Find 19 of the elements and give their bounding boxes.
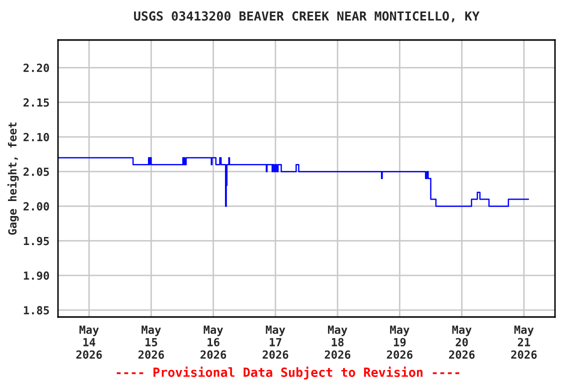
y-tick-label: 1.90: [24, 271, 49, 280]
x-tick-label: May 17 2026: [262, 326, 288, 359]
y-tick-label: 2.00: [24, 202, 49, 211]
y-tick-label: 2.10: [24, 132, 49, 142]
x-tick-label: May 20 2026: [449, 326, 475, 359]
y-tick-label: 2.15: [24, 98, 49, 107]
x-tick-label: May 14 2026: [76, 326, 102, 359]
y-tick-label: 2.05: [24, 168, 49, 176]
text: ---- Provisional Data Subject to Revision ----: [116, 366, 460, 380]
chart-title: USGS 03413200 BEAVER CREEK NEAR MONTICELLO, KY: [134, 11, 480, 22]
x-tick-label: May 21 2026: [511, 326, 537, 359]
y-tick-label: 1.95: [24, 236, 49, 246]
y-axis-title: Gage height, feet: [7, 122, 19, 235]
x-tick-label: May 18 2026: [324, 326, 350, 359]
x-tick-label: May 15 2026: [138, 326, 164, 359]
y-tick-label: 2.20: [24, 64, 49, 72]
y-tick-label: 1.85: [24, 306, 49, 314]
x-tick-label: May 16 2026: [200, 326, 226, 359]
x-tick-label: May 19 2026: [386, 326, 412, 359]
